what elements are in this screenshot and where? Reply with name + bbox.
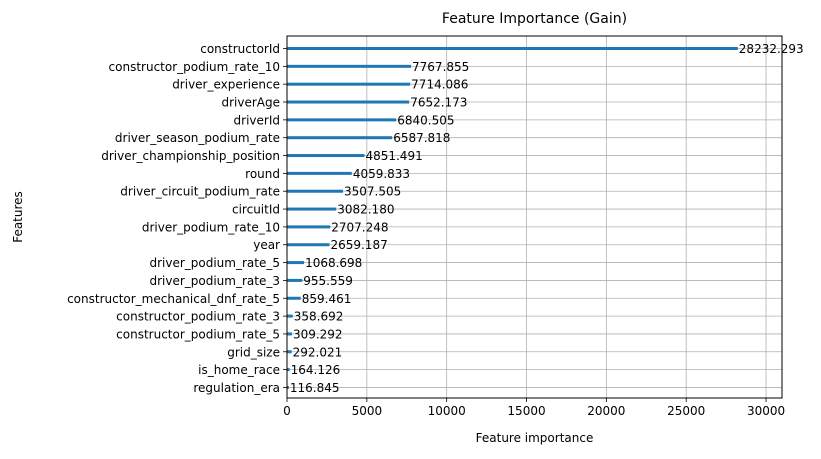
bar [287, 47, 738, 50]
y-tick-label: driver_podium_rate_5 [149, 256, 280, 270]
y-tick-label: circuitId [232, 203, 280, 217]
y-tick-label: driver_season_podium_rate [115, 131, 280, 145]
data-label: 116.845 [290, 381, 340, 395]
bar [287, 136, 393, 140]
x-tick-label: 0 [283, 404, 291, 418]
y-tick-label: constructor_podium_rate_10 [109, 60, 280, 74]
data-label-layer: 28232.293 7767.855 7714.086 7652.173 6840.50… [290, 42, 804, 395]
data-label: 955.559 [303, 274, 353, 288]
data-label: 309.292 [293, 327, 343, 341]
y-tick-label: year [253, 238, 280, 252]
y-tick-label: driver_experience [172, 78, 280, 92]
y-tick-label: driver_podium_rate_3 [149, 274, 280, 288]
data-label: 859.461 [302, 292, 352, 306]
bar [287, 82, 411, 86]
data-label: 2707.248 [331, 220, 388, 234]
y-tick-label: constructor_mechanical_dnf_rate_5 [67, 292, 280, 306]
data-label: 2659.187 [330, 238, 387, 252]
x-axis-label: Feature importance [476, 431, 594, 445]
bar-layer [287, 47, 738, 389]
data-label: 292.021 [293, 345, 343, 359]
data-label: 164.126 [291, 363, 341, 377]
bar [287, 100, 410, 104]
grid-layer [286, 36, 782, 398]
bar [287, 261, 305, 265]
y-tick-label: constructorId [200, 42, 280, 56]
y-tick-label: grid_size [227, 345, 280, 359]
bar [287, 296, 301, 300]
bar [287, 154, 365, 158]
data-label: 3082.180 [337, 203, 394, 217]
bar [287, 64, 412, 68]
data-label: 6587.818 [393, 131, 450, 145]
bar [287, 189, 344, 193]
y-tick-layer: constructorId constructor_podium_rate_10d… [67, 42, 287, 395]
data-label: 6840.505 [397, 113, 454, 127]
bar [287, 207, 337, 211]
y-tick-label: constructor_podium_rate_5 [116, 327, 280, 341]
x-tick-label: 30000 [747, 404, 785, 418]
x-tick-layer: 0 5000 10000 15000 20000 25000 30000 [283, 398, 785, 418]
data-label: 4851.491 [365, 149, 422, 163]
y-tick-label: driverAge [221, 96, 280, 110]
x-tick-label: 15000 [507, 404, 545, 418]
y-tick-label: constructor_podium_rate_3 [116, 310, 280, 324]
y-tick-label: driverId [234, 113, 280, 127]
chart-title: Feature Importance (Gain) [442, 11, 627, 27]
data-label: 7652.173 [410, 96, 467, 110]
data-label: 3507.505 [344, 185, 401, 199]
y-axis-label: Features [11, 191, 25, 243]
y-tick-label: round [245, 167, 280, 181]
bar [287, 368, 290, 372]
data-label: 7767.855 [412, 60, 469, 74]
bar [287, 225, 331, 229]
bar [287, 332, 292, 336]
x-tick-label: 10000 [428, 404, 466, 418]
data-label: 4059.833 [353, 167, 410, 181]
y-tick-label: is_home_race [198, 363, 280, 377]
bar [287, 385, 289, 389]
bar [287, 278, 303, 282]
y-tick-label: driver_circuit_podium_rate [120, 185, 280, 199]
y-tick-label: regulation_era [193, 381, 280, 395]
plot-frame [286, 35, 783, 399]
y-tick-label: driver_podium_rate_10 [142, 220, 280, 234]
data-label: 28232.293 [739, 42, 804, 56]
bar [287, 171, 352, 175]
bar [287, 314, 293, 318]
x-tick-label: 20000 [587, 404, 625, 418]
data-label: 358.692 [294, 310, 344, 324]
data-label: 7714.086 [411, 78, 468, 92]
x-tick-label: 25000 [667, 404, 705, 418]
y-tick-label: driver_championship_position [101, 149, 280, 163]
x-tick-label: 5000 [352, 404, 383, 418]
bar [287, 350, 292, 354]
data-label: 1068.698 [305, 256, 362, 270]
bar [287, 118, 397, 122]
bar [287, 243, 330, 247]
